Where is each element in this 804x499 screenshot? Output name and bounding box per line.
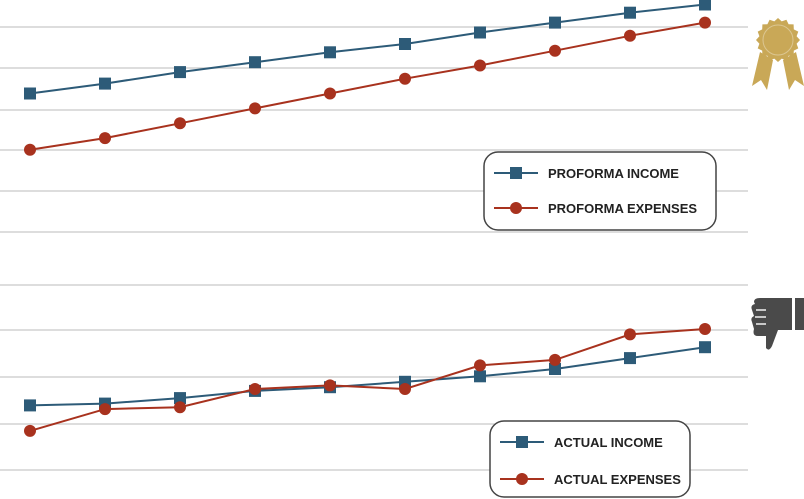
legend-label-actual-income: ACTUAL INCOME	[554, 435, 663, 450]
actual-expenses-point	[324, 379, 336, 392]
actual-income-point	[24, 399, 36, 412]
actual-income-point	[474, 370, 486, 383]
proforma-expenses-point	[99, 132, 111, 145]
proforma-expenses-point	[549, 44, 561, 57]
proforma-expenses-point	[474, 59, 486, 72]
legend-proforma: PROFORMA INCOME PROFORMA EXPENSES	[483, 151, 717, 231]
proforma-expenses-point	[324, 87, 336, 100]
series-layer	[24, 0, 711, 437]
proforma-income-point	[549, 16, 561, 29]
proforma-income-point	[324, 46, 336, 59]
proforma-expenses-point	[399, 72, 411, 85]
proforma-expenses-point	[624, 29, 636, 42]
actual-chart	[24, 323, 711, 437]
proforma-expenses-point	[174, 117, 186, 130]
proforma-chart	[24, 0, 711, 156]
actual-expenses-point	[549, 353, 561, 366]
actual-income-point	[624, 352, 636, 365]
award-ribbon-icon	[752, 18, 804, 90]
proforma-expenses-point	[24, 143, 36, 156]
proforma-expenses-point	[699, 16, 711, 29]
proforma-income-line	[29, 3, 706, 95]
proforma-income-point	[24, 87, 36, 100]
legend-income-marker	[510, 167, 522, 179]
legend-expenses-marker	[510, 202, 522, 214]
proforma-expenses-point	[249, 102, 261, 115]
actual-expenses-point	[99, 403, 111, 416]
proforma-income-point	[249, 56, 261, 69]
actual-income-point	[174, 392, 186, 405]
actual-income-line	[29, 346, 706, 407]
legend-label-actual-expenses: ACTUAL EXPENSES	[554, 472, 681, 487]
actual-expenses-point	[174, 401, 186, 414]
proforma-income-point	[174, 66, 186, 79]
legend-actual: ACTUAL INCOME ACTUAL EXPENSES	[489, 420, 691, 498]
legend-label-proforma-income: PROFORMA INCOME	[548, 166, 679, 181]
actual-expenses-point	[24, 424, 36, 437]
proforma-income-point	[99, 77, 111, 90]
actual-expenses-point	[249, 383, 261, 395]
actual-expenses-line	[29, 328, 706, 432]
proforma-income-point	[699, 0, 711, 11]
legend-box	[483, 151, 717, 231]
proforma-expenses-line	[29, 21, 706, 151]
legend-label-proforma-expenses: PROFORMA EXPENSES	[548, 201, 697, 216]
proforma-income-point	[624, 6, 636, 19]
legend-income-marker	[516, 436, 528, 448]
legend-expenses-marker	[516, 473, 528, 485]
actual-income-point	[549, 363, 561, 375]
actual-income-point	[699, 341, 711, 354]
proforma-income-point	[474, 26, 486, 39]
actual-expenses-point	[624, 328, 636, 341]
actual-expenses-point	[474, 359, 486, 372]
actual-expenses-point	[699, 323, 711, 335]
actual-expenses-point	[399, 383, 411, 395]
proforma-income-point	[399, 38, 411, 50]
thumbs-down-icon	[751, 298, 804, 350]
